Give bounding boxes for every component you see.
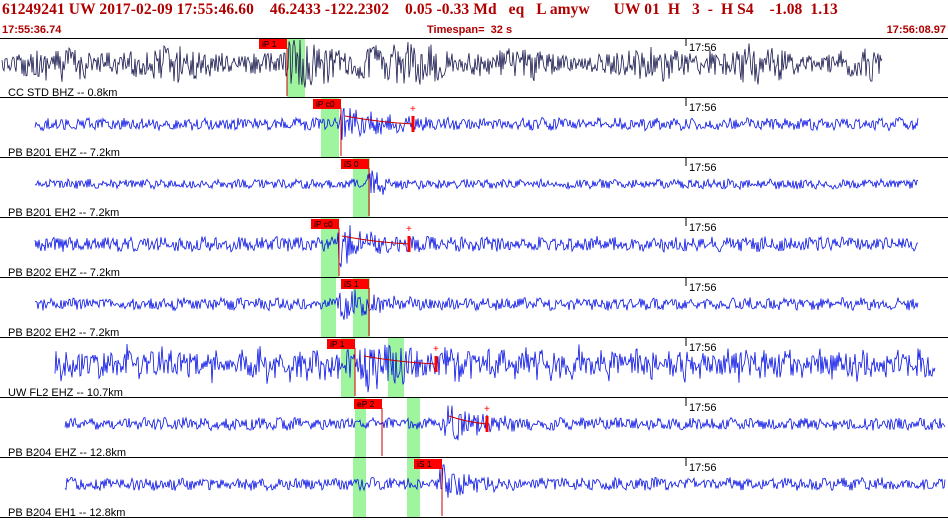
waveform-trace — [34, 225, 919, 268]
coda-curve — [363, 355, 437, 365]
pick-label-box[interactable] — [414, 459, 442, 469]
coda-curve — [448, 415, 488, 425]
start-time: 17:55:36.74 — [2, 24, 62, 36]
waveform-canvas[interactable]: 17:56 iP 1 CC STD BHZ -- 0.8km 17:56 + iP c0 P… — [0, 38, 948, 520]
pick-window — [353, 158, 370, 218]
pick-window — [341, 338, 355, 398]
pick-window — [355, 398, 366, 458]
waveform-trace — [64, 464, 946, 498]
waveform-trace — [1, 39, 883, 88]
pick-window — [321, 98, 339, 158]
pick-label[interactable]: iP 1 — [262, 39, 277, 49]
station-label: PB B202 EHZ -- 7.2km — [8, 267, 120, 279]
pick-label[interactable]: iP c0 — [316, 99, 335, 109]
waveform-trace — [54, 343, 936, 393]
time-marker-label: 17:56 — [689, 342, 717, 354]
trace-panel[interactable]: 17:56 + iP 1 UW FL2 EHZ -- 10.7km — [0, 338, 948, 399]
pick-window — [321, 278, 336, 338]
trace-panel[interactable]: 17:56 + iP c0 PB B201 EHZ -- 7.2km — [0, 98, 948, 159]
trace-panel[interactable]: 17:56 iS 1 PB B202 EH2 -- 7.2km — [0, 278, 948, 339]
pick-label-box[interactable] — [354, 399, 382, 409]
pick-label-box[interactable] — [341, 159, 369, 169]
trace-panel[interactable]: 17:56 + iP c0 PB B202 EHZ -- 7.2km — [0, 218, 948, 279]
timespan-label: Timespan= 32 s — [427, 24, 513, 36]
station-label: PB B201 EH2 -- 7.2km — [8, 207, 119, 219]
pick-label-box[interactable] — [311, 219, 339, 229]
waveform-trace — [34, 289, 919, 320]
duration-plus: + — [406, 224, 412, 235]
coda-curve — [344, 115, 414, 125]
trace-panel[interactable]: 17:56 iS 1 PB B204 EH1 -- 12.8km — [0, 458, 948, 519]
pick-label-box[interactable] — [341, 279, 369, 289]
duration-plus: + — [433, 344, 439, 355]
duration-plus: + — [484, 404, 490, 415]
station-label: PB B204 EH1 -- 12.8km — [8, 507, 125, 519]
waveform-trace — [34, 170, 919, 195]
pick-window — [407, 398, 420, 458]
station-label: PB B201 EHZ -- 7.2km — [8, 147, 120, 159]
end-time: 17:56:08.97 — [886, 24, 946, 36]
pick-label-box[interactable] — [327, 339, 355, 349]
time-marker-label: 17:56 — [689, 42, 717, 54]
pick-window — [407, 458, 420, 518]
pick-label[interactable]: iS 1 — [344, 279, 359, 289]
coda-curve — [341, 235, 410, 245]
pick-label[interactable]: iS 1 — [417, 459, 432, 469]
pick-label[interactable]: iS 0 — [344, 159, 359, 169]
pick-window — [321, 218, 339, 278]
pick-label[interactable]: iP 1 — [330, 339, 345, 349]
waveform-plot[interactable]: 17:56 iP 1 CC STD BHZ -- 0.8km 17:56 + iP c0 P… — [0, 38, 948, 520]
pick-label[interactable]: iP c0 — [314, 219, 333, 229]
duration-plus: + — [410, 104, 416, 115]
pick-window — [388, 338, 404, 398]
station-label: PB B202 EH2 -- 7.2km — [8, 327, 119, 339]
event-title: 61249241 UW 2017-02-09 17:55:46.60 46.24… — [2, 1, 838, 18]
waveform-trace — [34, 107, 919, 140]
time-marker-label: 17:56 — [689, 102, 717, 114]
station-label: CC STD BHZ -- 0.8km — [8, 87, 117, 99]
time-marker-label: 17:56 — [689, 162, 717, 174]
trace-panel[interactable]: 17:56 + eP 2 PB B204 EHZ -- 12.8km — [0, 398, 948, 459]
event-header: 61249241 UW 2017-02-09 17:55:46.60 46.24… — [0, 0, 948, 39]
station-label: UW FL2 EHZ -- 10.7km — [8, 387, 123, 399]
pick-label[interactable]: eP 2 — [357, 399, 375, 409]
pick-label-box[interactable] — [259, 39, 287, 49]
time-marker-label: 17:56 — [689, 222, 717, 234]
waveform-trace — [64, 405, 946, 441]
time-marker-label: 17:56 — [689, 282, 717, 294]
time-marker-label: 17:56 — [689, 462, 717, 474]
station-label: PB B204 EHZ -- 12.8km — [8, 447, 126, 459]
trace-panel[interactable]: 17:56 iS 0 PB B201 EH2 -- 7.2km — [0, 158, 948, 219]
trace-panel[interactable]: 17:56 iP 1 CC STD BHZ -- 0.8km — [0, 38, 948, 99]
pick-label-box[interactable] — [313, 99, 341, 109]
time-marker-label: 17:56 — [689, 402, 717, 414]
